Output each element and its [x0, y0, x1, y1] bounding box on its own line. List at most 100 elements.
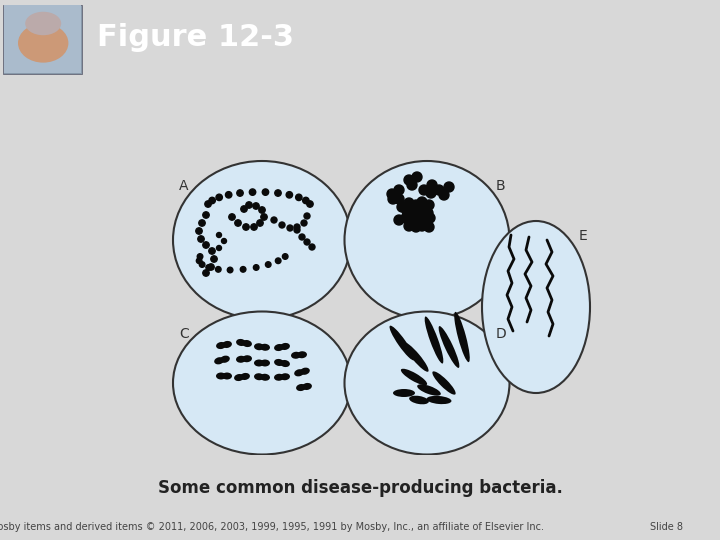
Circle shape — [197, 254, 203, 259]
Circle shape — [426, 188, 436, 198]
Circle shape — [402, 206, 412, 216]
Circle shape — [419, 216, 429, 226]
Circle shape — [404, 175, 414, 185]
Circle shape — [251, 224, 257, 230]
FancyBboxPatch shape — [4, 5, 81, 73]
Circle shape — [257, 220, 264, 226]
Ellipse shape — [274, 374, 284, 381]
Ellipse shape — [294, 369, 304, 376]
Ellipse shape — [280, 343, 290, 350]
Circle shape — [404, 221, 414, 231]
Circle shape — [412, 172, 422, 182]
Ellipse shape — [401, 369, 427, 385]
Ellipse shape — [393, 389, 415, 397]
Circle shape — [423, 208, 433, 218]
Ellipse shape — [482, 221, 590, 393]
Circle shape — [309, 244, 315, 250]
Ellipse shape — [302, 383, 312, 390]
Circle shape — [444, 182, 454, 192]
Circle shape — [294, 227, 300, 233]
Circle shape — [209, 197, 215, 204]
Circle shape — [419, 185, 429, 195]
Circle shape — [203, 242, 210, 248]
Circle shape — [394, 185, 404, 195]
Circle shape — [206, 265, 212, 271]
Ellipse shape — [454, 312, 469, 362]
Ellipse shape — [300, 368, 310, 375]
FancyBboxPatch shape — [3, 5, 82, 73]
Ellipse shape — [222, 341, 232, 348]
Circle shape — [279, 222, 285, 228]
Circle shape — [253, 203, 259, 209]
Circle shape — [299, 234, 305, 240]
Ellipse shape — [438, 326, 459, 368]
Circle shape — [394, 194, 404, 204]
Ellipse shape — [18, 23, 68, 63]
Ellipse shape — [274, 359, 284, 366]
Circle shape — [294, 224, 300, 230]
Ellipse shape — [220, 356, 230, 363]
Ellipse shape — [409, 396, 429, 404]
Ellipse shape — [242, 355, 252, 362]
Circle shape — [397, 202, 407, 212]
Circle shape — [203, 212, 210, 218]
Text: A: A — [179, 179, 189, 193]
Ellipse shape — [240, 373, 250, 380]
Circle shape — [229, 214, 235, 220]
Text: Figure 12-3: Figure 12-3 — [97, 23, 294, 52]
Circle shape — [199, 220, 205, 226]
Circle shape — [203, 270, 210, 276]
Ellipse shape — [173, 161, 351, 319]
Circle shape — [204, 201, 211, 207]
Circle shape — [424, 200, 434, 210]
Circle shape — [394, 215, 404, 225]
Circle shape — [261, 214, 267, 220]
Circle shape — [199, 262, 205, 267]
Circle shape — [275, 190, 282, 196]
Circle shape — [409, 208, 419, 218]
Ellipse shape — [274, 344, 284, 351]
Circle shape — [235, 220, 241, 226]
Ellipse shape — [236, 356, 246, 363]
Text: B: B — [496, 179, 505, 193]
Circle shape — [417, 197, 427, 207]
Ellipse shape — [234, 374, 244, 381]
Circle shape — [434, 185, 444, 195]
Ellipse shape — [214, 357, 224, 364]
Ellipse shape — [254, 360, 264, 367]
Ellipse shape — [260, 374, 270, 381]
Circle shape — [302, 197, 309, 204]
Circle shape — [253, 265, 259, 271]
Circle shape — [388, 194, 398, 204]
Text: Some common disease-producing bacteria.: Some common disease-producing bacteria. — [158, 479, 562, 497]
Circle shape — [246, 202, 252, 208]
Text: E: E — [579, 229, 588, 243]
Ellipse shape — [254, 373, 264, 380]
Text: Slide 8: Slide 8 — [649, 522, 683, 532]
Circle shape — [216, 194, 222, 200]
Circle shape — [404, 198, 414, 208]
Ellipse shape — [222, 373, 232, 380]
Circle shape — [215, 267, 221, 272]
Circle shape — [240, 267, 246, 272]
Ellipse shape — [260, 344, 270, 351]
Ellipse shape — [297, 351, 307, 358]
Circle shape — [296, 194, 302, 200]
Circle shape — [407, 216, 417, 226]
Ellipse shape — [173, 312, 351, 455]
Ellipse shape — [390, 326, 415, 360]
Ellipse shape — [254, 343, 264, 350]
Ellipse shape — [291, 352, 301, 359]
Ellipse shape — [426, 396, 451, 404]
Ellipse shape — [236, 339, 246, 346]
Ellipse shape — [432, 372, 456, 395]
Ellipse shape — [216, 373, 226, 380]
Circle shape — [198, 236, 204, 242]
Ellipse shape — [344, 161, 510, 319]
Circle shape — [304, 213, 310, 219]
Circle shape — [196, 228, 202, 234]
Circle shape — [271, 217, 277, 223]
Ellipse shape — [344, 312, 510, 455]
Ellipse shape — [403, 342, 428, 372]
Ellipse shape — [425, 316, 444, 363]
